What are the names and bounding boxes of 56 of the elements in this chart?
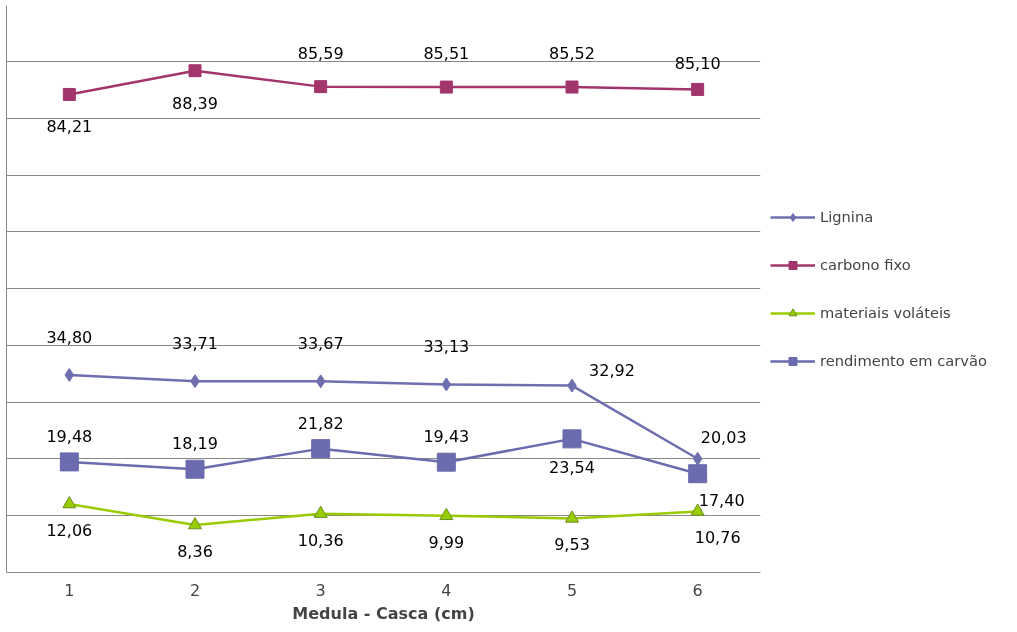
point xyxy=(692,451,703,466)
point xyxy=(185,459,205,479)
legend-label: rendimento em carvão xyxy=(820,352,987,369)
data-label: 20,03 xyxy=(700,427,747,447)
data-label: 10,36 xyxy=(297,530,344,550)
legend-label: Lignina xyxy=(820,208,874,225)
legend-label: carbono fixo xyxy=(820,256,911,273)
point xyxy=(441,377,452,392)
point xyxy=(62,87,76,101)
data-label: 17,40 xyxy=(698,490,745,510)
point xyxy=(311,439,331,459)
data-label: 19,43 xyxy=(423,427,470,447)
data-label: 85,10 xyxy=(674,54,721,74)
legend-label: materiais voláteis xyxy=(820,304,951,321)
x-tick-label: 4 xyxy=(441,580,452,600)
data-label: 88,39 xyxy=(172,93,218,113)
data-label: 34,80 xyxy=(46,327,93,347)
data-label: 33,13 xyxy=(423,337,470,357)
data-label: 8,36 xyxy=(177,542,213,562)
data-label: 33,67 xyxy=(297,334,344,354)
x-tick-label: 3 xyxy=(315,580,326,600)
data-label: 19,48 xyxy=(46,426,93,446)
point xyxy=(688,464,708,484)
point xyxy=(62,496,77,509)
data-label: 85,51 xyxy=(423,44,470,64)
data-label: 84,21 xyxy=(46,117,93,137)
x-tick-label: 2 xyxy=(189,580,201,600)
data-label: 33,71 xyxy=(172,334,218,354)
point xyxy=(64,367,75,382)
x-tick-label: 5 xyxy=(566,580,578,600)
data-label: 18,19 xyxy=(172,434,218,454)
point xyxy=(439,80,453,94)
data-label: 32,92 xyxy=(589,360,635,380)
point xyxy=(314,80,328,94)
x-axis-title: Medula - Casca (cm) xyxy=(292,603,475,623)
data-label: 23,54 xyxy=(549,457,595,477)
data-label: 9,53 xyxy=(554,535,590,555)
data-label: 12,06 xyxy=(46,521,93,541)
point xyxy=(562,429,582,449)
x-tick-label: 6 xyxy=(692,580,703,600)
point xyxy=(188,64,202,78)
point xyxy=(439,507,454,521)
point xyxy=(315,374,326,389)
data-label: 85,52 xyxy=(549,44,595,64)
point xyxy=(565,80,579,94)
point xyxy=(313,505,328,518)
data-label: 10,76 xyxy=(694,528,741,548)
point xyxy=(59,452,79,472)
x-tick-label: 1 xyxy=(64,580,75,600)
point xyxy=(565,510,579,523)
data-label: 21,82 xyxy=(297,413,344,433)
point xyxy=(436,452,456,472)
data-label: 85,59 xyxy=(297,43,344,63)
data-label: 9,99 xyxy=(428,532,465,552)
point xyxy=(188,517,202,530)
point xyxy=(691,82,705,96)
